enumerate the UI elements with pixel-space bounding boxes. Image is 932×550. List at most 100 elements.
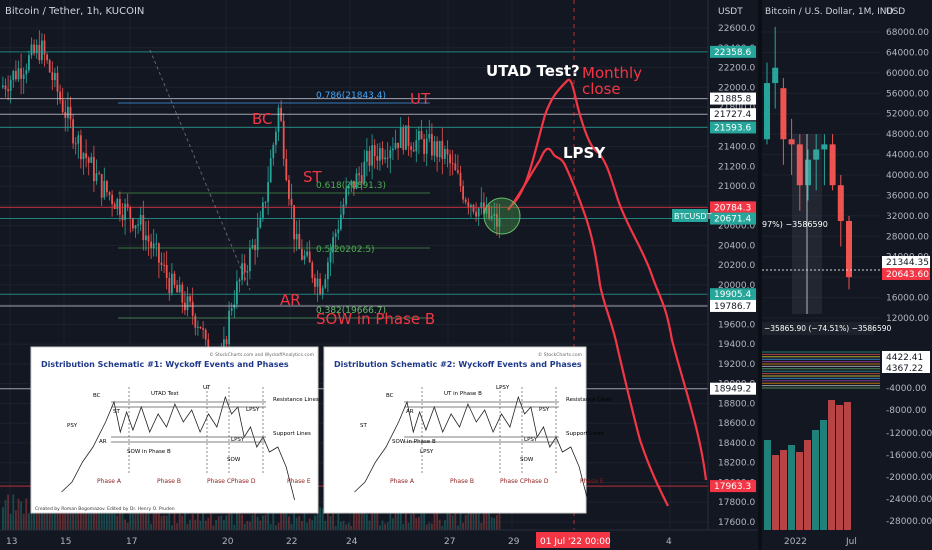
volume-bar <box>67 502 69 530</box>
volume-bar <box>392 518 394 530</box>
volume-bar <box>98 498 100 530</box>
candle-body <box>303 255 306 260</box>
volume-bar <box>165 515 168 530</box>
candle-body <box>184 302 186 311</box>
inset-phase-label: Phase A <box>97 478 122 485</box>
candle-body <box>160 262 163 265</box>
price-badge <box>710 201 756 214</box>
inset-label: BC <box>386 393 394 399</box>
candle-body <box>111 194 113 205</box>
volume-bar <box>381 520 384 530</box>
volume-bar <box>420 513 423 530</box>
histogram-bar <box>772 455 779 530</box>
inset-schematic-2: © StockCharts.com Distribution Schematic … <box>323 346 612 514</box>
candle-body <box>272 144 275 159</box>
volume-bar <box>280 510 282 530</box>
candle-body <box>2 85 4 88</box>
volume-bar <box>184 505 186 530</box>
candle-body <box>423 139 425 154</box>
volume-bar <box>12 494 15 530</box>
volume-bar <box>444 519 446 530</box>
volume-bar <box>490 517 493 530</box>
volume-bar <box>238 505 241 530</box>
inset-price-path <box>354 395 588 501</box>
candle-body <box>15 70 17 80</box>
volume-bar <box>85 506 87 530</box>
candle-body <box>103 180 106 198</box>
candle-body <box>77 135 80 144</box>
candle-body <box>496 213 498 227</box>
histogram-bar <box>812 430 819 530</box>
annotation-monthly: Monthly <box>582 64 642 82</box>
volume-bar <box>324 520 327 530</box>
price-badge <box>710 382 756 395</box>
candle-body <box>345 188 347 205</box>
candle-body <box>347 185 350 189</box>
candle-body <box>366 150 368 162</box>
candle-body <box>381 148 384 160</box>
candle-body <box>386 157 389 159</box>
candle-body <box>459 172 462 187</box>
volume-bar <box>470 512 472 530</box>
left-price-tick: 21800.0 <box>718 103 755 113</box>
volume-bar <box>436 505 438 530</box>
candle-body <box>22 74 25 79</box>
price-badge-text: 21727.4 <box>714 110 751 120</box>
candle-body <box>399 127 402 148</box>
candle-body <box>324 279 327 288</box>
volume-bar <box>171 525 173 530</box>
candle-body <box>321 287 324 295</box>
volume-bar <box>428 522 431 530</box>
volume-bar <box>488 505 490 530</box>
volume-bar <box>186 523 189 530</box>
candle-body <box>371 145 373 166</box>
candle-body <box>259 217 262 228</box>
volume-bar <box>61 513 64 530</box>
volume-bar <box>277 522 280 530</box>
volume-bar <box>457 525 459 530</box>
left-time-tick: 17 <box>126 537 137 547</box>
volume-bar <box>251 514 254 530</box>
volume-bar <box>33 505 35 530</box>
candle-body <box>82 153 85 160</box>
measure-label: 97%) −3586590 <box>762 220 828 229</box>
candle-body <box>106 180 108 193</box>
left-time-tick: 13 <box>6 537 17 547</box>
volume-bar <box>394 509 397 530</box>
volume-bar <box>459 505 462 530</box>
volume-bar <box>483 508 485 530</box>
volume-bar <box>389 509 392 530</box>
inset-phase-label: Phase B <box>450 478 474 485</box>
volume-bar <box>204 520 207 530</box>
left-price-tick: 21000.0 <box>718 182 755 192</box>
candle-body <box>373 145 376 157</box>
volume-bar <box>72 508 74 530</box>
volume-bar <box>397 508 399 530</box>
osc-badge-text: 4367.22 <box>886 364 923 374</box>
candle-body <box>173 273 176 286</box>
candle-body <box>441 140 444 159</box>
volume-bar <box>64 507 67 530</box>
inset-label: SOW <box>227 457 241 463</box>
annotation-close: close <box>582 80 621 98</box>
candle-body <box>178 284 181 293</box>
inset-label: ST <box>113 409 120 415</box>
right-price-tick: 48000.00 <box>886 130 929 140</box>
candle-body <box>67 106 69 118</box>
candle-body <box>56 72 59 92</box>
candle-body <box>389 150 392 159</box>
candle-body <box>308 251 311 263</box>
inset-label: LPSY <box>231 437 245 443</box>
right-price-axis: 68000.00 64000.00 60000.00 56000.00 52000.00… <box>882 28 932 527</box>
volume-bar <box>431 523 433 530</box>
volume-bar <box>319 507 321 530</box>
left-price-tick: 21200.0 <box>718 162 755 172</box>
volume-bar <box>111 501 113 530</box>
candle-body <box>129 206 132 219</box>
right-candle-body <box>805 159 811 186</box>
volume-bar <box>163 515 165 530</box>
candle-body <box>197 326 199 328</box>
volume-bar <box>498 506 501 530</box>
candle-body <box>113 204 116 210</box>
candle-body <box>87 157 90 163</box>
